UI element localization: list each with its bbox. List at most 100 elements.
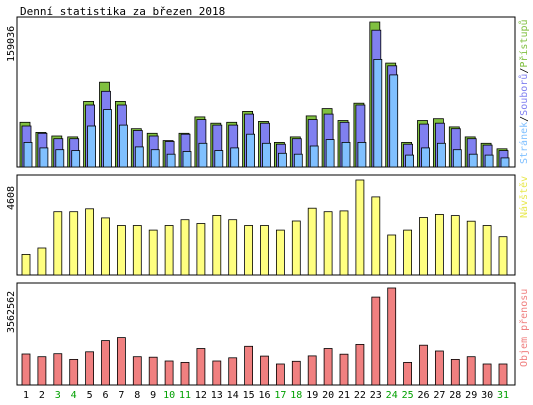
pages-bar-day-11 — [182, 151, 192, 168]
volume-bar-day-27 — [434, 350, 444, 386]
volume-bar-day-3 — [53, 353, 63, 386]
visits-bar-day-9 — [148, 229, 158, 276]
x-label-day-17: 17 — [274, 390, 286, 401]
volume-bar-day-1 — [21, 353, 31, 386]
pages-bar-day-26 — [421, 147, 430, 168]
pages-bar-day-4 — [71, 150, 81, 168]
visits-bar-day-31 — [498, 236, 508, 276]
legend-volume: Objem přenosu — [518, 289, 530, 367]
visits-bar-day-8 — [132, 225, 142, 276]
volume-bar-day-14 — [228, 357, 238, 386]
x-label-day-31: 31 — [497, 390, 509, 401]
volume-bar-day-2 — [37, 356, 47, 386]
visits-bar-day-5 — [85, 208, 94, 276]
volume-bar-day-20 — [323, 348, 333, 386]
pages-bar-day-17 — [277, 152, 287, 168]
pages-bar-day-14 — [230, 147, 240, 168]
pages-bar-day-1 — [23, 141, 33, 168]
pages-bar-day-27 — [436, 142, 446, 168]
pages-bar-day-20 — [325, 139, 335, 168]
x-label-day-2: 2 — [39, 390, 45, 401]
x-label-day-3: 3 — [55, 390, 61, 401]
visits-bar-day-17 — [275, 229, 285, 276]
visits-ymax-label: 4608 — [6, 186, 17, 210]
visits-bar-day-20 — [323, 211, 333, 276]
visits-bar-day-7 — [117, 225, 126, 276]
pages-bar-day-7 — [119, 124, 128, 168]
x-label-day-5: 5 — [87, 390, 93, 401]
x-label-day-29: 29 — [465, 390, 477, 401]
pages-bar-day-25 — [405, 154, 415, 168]
visits-bar-day-6 — [101, 217, 110, 276]
hits-ymax-label: 159036 — [6, 26, 17, 62]
volume-bar-day-29 — [466, 356, 476, 386]
x-label-day-20: 20 — [322, 390, 334, 401]
pages-bar-day-9 — [150, 149, 160, 168]
volume-bar-day-24 — [387, 287, 397, 386]
legend-visits: Návštěv — [518, 176, 530, 218]
volume-bar-day-26 — [419, 344, 428, 386]
visits-panel — [16, 174, 516, 276]
visits-bar-day-11 — [180, 219, 190, 276]
visits-bar-day-15 — [244, 225, 254, 276]
visits-bar-day-18 — [291, 220, 301, 276]
volume-bar-day-8 — [132, 356, 142, 386]
legend-pages: Stránek — [518, 122, 530, 164]
visits-bar-day-29 — [466, 220, 476, 276]
volume-bar-day-9 — [148, 356, 158, 386]
pages-bar-day-22 — [357, 141, 367, 168]
visits-bar-day-30 — [482, 225, 492, 276]
hits-panel — [16, 16, 516, 168]
x-label-day-10: 10 — [163, 390, 175, 401]
x-label-day-11: 11 — [179, 390, 191, 401]
pages-bar-day-5 — [87, 125, 96, 168]
x-label-day-26: 26 — [417, 390, 429, 401]
pages-bar-day-3 — [55, 149, 65, 168]
x-label-day-24: 24 — [386, 390, 398, 401]
volume-bar-day-7 — [117, 337, 126, 386]
visits-bar-day-25 — [403, 229, 413, 276]
volume-bar-day-13 — [212, 360, 222, 386]
visits-bar-day-14 — [228, 219, 238, 276]
x-label-day-19: 19 — [306, 390, 318, 401]
visits-bar-day-27 — [434, 213, 444, 276]
volume-bar-day-28 — [450, 358, 460, 386]
x-label-day-1: 1 — [23, 390, 29, 401]
visits-bar-day-19 — [307, 207, 317, 276]
x-label-day-8: 8 — [134, 390, 140, 401]
x-label-day-18: 18 — [290, 390, 302, 401]
pages-bar-day-31 — [500, 157, 510, 168]
x-label-day-23: 23 — [370, 390, 382, 401]
pages-bar-day-28 — [452, 149, 462, 168]
legend-files: Souborů — [518, 74, 530, 116]
volume-bar-day-19 — [307, 355, 317, 386]
visits-bar-day-3 — [53, 211, 63, 276]
legend-hits: Přístupů — [518, 19, 530, 67]
volume-bar-day-15 — [244, 345, 254, 386]
pages-bar-day-23 — [373, 59, 383, 168]
volume-bar-day-16 — [260, 355, 269, 386]
pages-bar-day-6 — [103, 109, 112, 168]
pages-bar-day-18 — [293, 153, 303, 168]
x-label-day-12: 12 — [195, 390, 207, 401]
x-axis-day-labels: 1 2 3 4 5 6 7 8 9 10 11 12 13 14 15 16 17 18 19 20 21 22 23 24 2… — [23, 390, 509, 401]
x-label-day-4: 4 — [71, 390, 77, 401]
visits-bar-day-13 — [212, 214, 222, 276]
pages-bar-day-30 — [484, 154, 494, 168]
x-label-day-25: 25 — [402, 390, 414, 401]
svg-text:Stránek/Souborů/Přístupů: Stránek/Souborů/Přístupů — [518, 19, 530, 164]
volume-bar-day-31 — [498, 363, 508, 386]
volume-bar-day-6 — [101, 340, 110, 386]
legend-separator: / — [519, 68, 530, 74]
volume-panel — [16, 282, 516, 386]
volume-bar-day-23 — [371, 296, 381, 386]
legend-separator: / — [519, 116, 530, 122]
x-label-day-16: 16 — [258, 390, 270, 401]
pages-bar-day-19 — [309, 145, 319, 168]
volume-bar-day-22 — [355, 343, 365, 386]
x-label-day-13: 13 — [211, 390, 223, 401]
x-label-day-27: 27 — [433, 390, 445, 401]
visits-bar-day-24 — [387, 234, 397, 276]
pages-bar-day-21 — [341, 141, 351, 168]
volume-bar-day-25 — [403, 361, 413, 386]
